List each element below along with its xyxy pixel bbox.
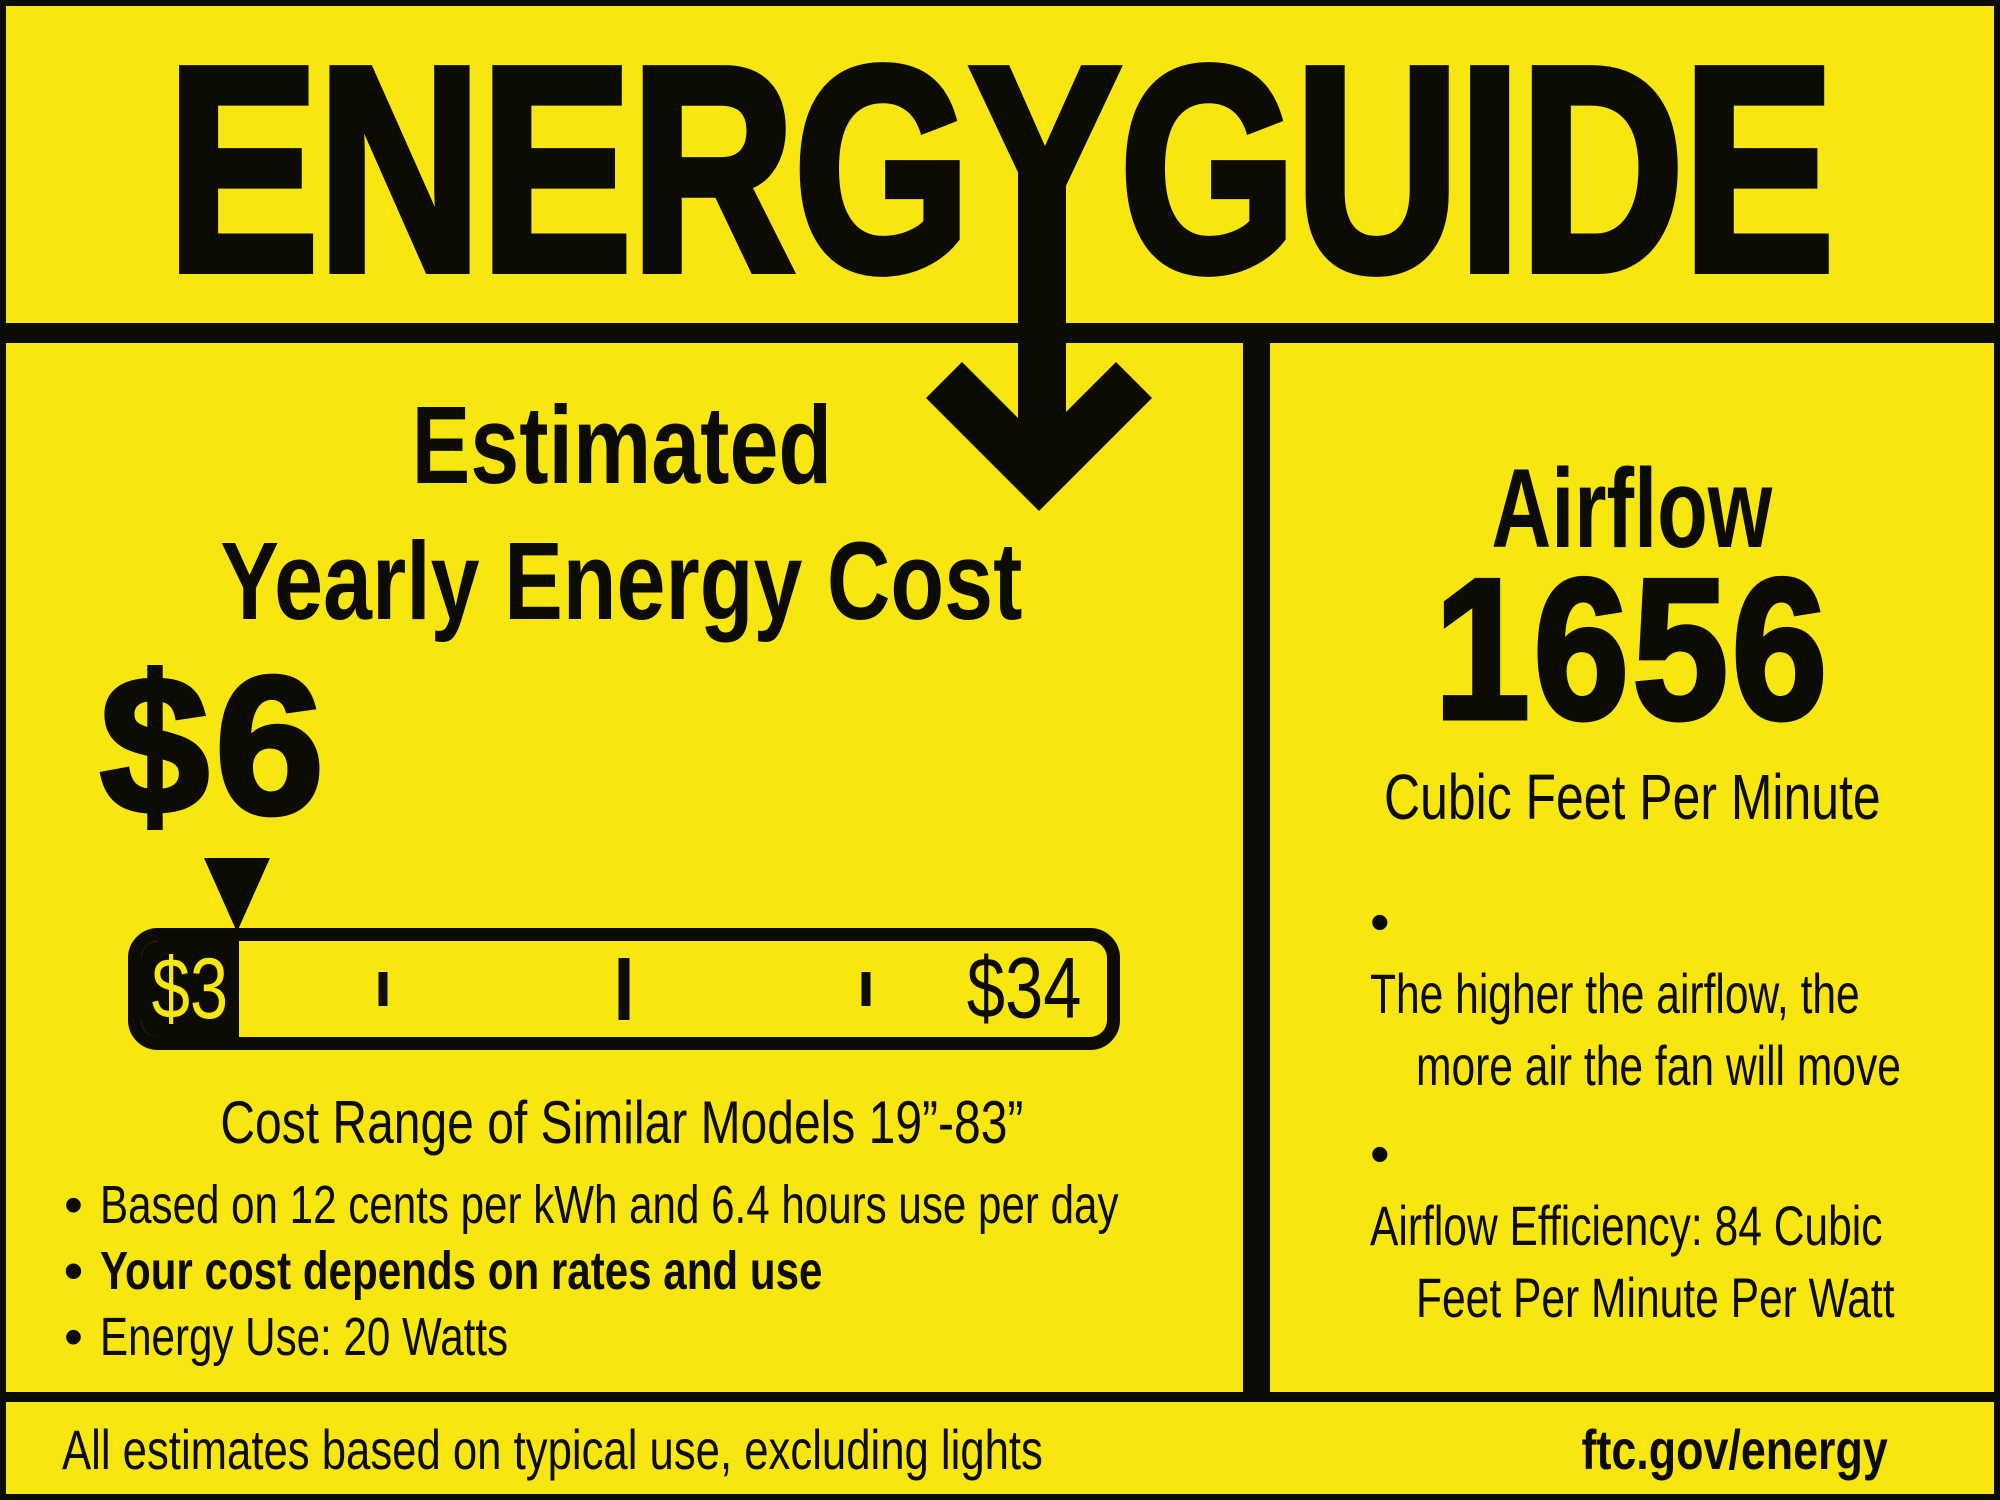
footer-url: ftc.gov/energy (1581, 1417, 1888, 1481)
bullet-airflow-efficiency: •Airflow Efficiency: 84 Cubic (1370, 1118, 1994, 1262)
bullet-airflow-efficiency-line2: Feet Per Minute Per Watt (1416, 1266, 1895, 1329)
bullet-higher-airflow: •The higher the airflow, the (1370, 886, 1994, 1030)
panel-divider (1243, 343, 1270, 1392)
label-background (6, 6, 1994, 1494)
cost-range-caption: Cost Range of Similar Models 19”-83” (220, 1089, 1023, 1156)
scale-tick-25 (378, 972, 387, 1006)
estimated-yearly-energy-cost-title: Estimated Yearly Energy Cost (0, 378, 1243, 650)
airflow-value: 1656 (1432, 538, 1831, 761)
airflow-unit: Cubic Feet Per Minute (1383, 761, 1881, 833)
bullet-higher-airflow-line2: more air the fan will move (1416, 1034, 1901, 1097)
footer-disclaimer: All estimates based on typical use, excl… (62, 1417, 1043, 1481)
right-panel-bullets: •The higher the airflow, the more air th… (1270, 886, 1994, 1334)
left-panel-bullets: • Based on 12 cents per kWh and 6.4 hours… (64, 1172, 1406, 1370)
bullet-icon: • (1370, 1122, 1390, 1185)
energyguide-logo: ENERGYGUIDE (164, 5, 1838, 332)
yearly-cost-value: $6 (97, 636, 331, 855)
scale-max-value: $34 (966, 940, 1081, 1037)
scale-tick-50 (618, 958, 630, 1020)
bullet-icon: • (64, 1175, 83, 1235)
scale-min-value: $3 (151, 940, 229, 1037)
bullet-based-on-rates: • Based on 12 cents per kWh and 6.4 hours… (64, 1172, 1406, 1238)
title-line1: Estimated (411, 384, 832, 507)
airflow-heading: Airflow (1491, 446, 1773, 571)
header-divider (0, 323, 2000, 343)
scale-max-segment: $34 (938, 940, 1081, 1037)
footer-divider (0, 1392, 2000, 1402)
bullet-icon: • (64, 1307, 83, 1367)
header: ENERGYGUIDE (6, 6, 1994, 323)
scale-min-segment: $3 (141, 941, 239, 1037)
bullet-cost-depends: • Your cost depends on rates and use (64, 1238, 1406, 1304)
cost-range-scale: $3 $34 (128, 928, 1120, 1050)
title-line2: Yearly Energy Cost (220, 520, 1023, 643)
scale-tick-75 (861, 972, 870, 1006)
cost-marker-triangle-icon (204, 858, 270, 932)
bullet-energy-use: • Energy Use: 20 Watts (64, 1304, 1406, 1370)
bullet-icon: • (64, 1241, 83, 1301)
bullet-icon: • (1370, 890, 1390, 953)
